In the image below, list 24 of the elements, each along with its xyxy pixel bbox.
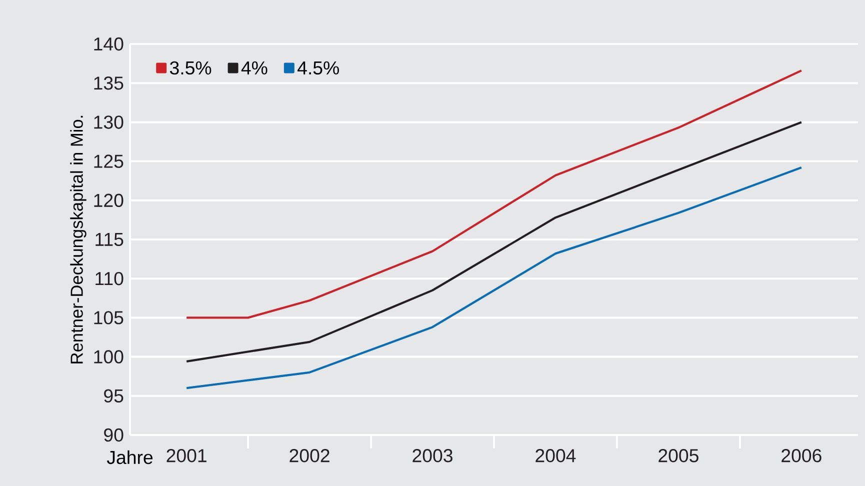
line-series [186,166,802,390]
x-tick-label: 2005 [658,449,698,462]
y-tick-label: 105 [94,311,124,324]
y-tick-label: 125 [94,154,124,168]
legend-label: 4% [241,61,268,74]
y-tick-label: 90 [104,428,124,442]
y-tick-label: 115 [96,232,124,246]
line-series [186,121,802,363]
legend-label: 3.5% [170,61,212,75]
y-axis-title: Rentner-Deckungskapital in Mio. [70,116,86,364]
y-tick-label: 130 [94,116,124,129]
x-tick-label: 2004 [536,449,576,462]
y-tick-label: 100 [94,350,124,364]
y-tick-label: 95 [104,389,124,402]
y-tick-label: 110 [96,272,124,286]
y-tick-label: 135 [94,76,124,90]
x-tick-label: 2003 [412,449,452,462]
x-tick-label: 2002 [290,449,330,462]
y-tick-label: 120 [94,194,124,208]
y-tick-label: 140 [94,37,124,51]
legend-label: 4.5% [297,61,339,75]
x-tick-label: 2006 [782,449,822,462]
x-tick-label: 2001 [166,449,206,462]
x-axis-title: Jahre [106,450,153,464]
